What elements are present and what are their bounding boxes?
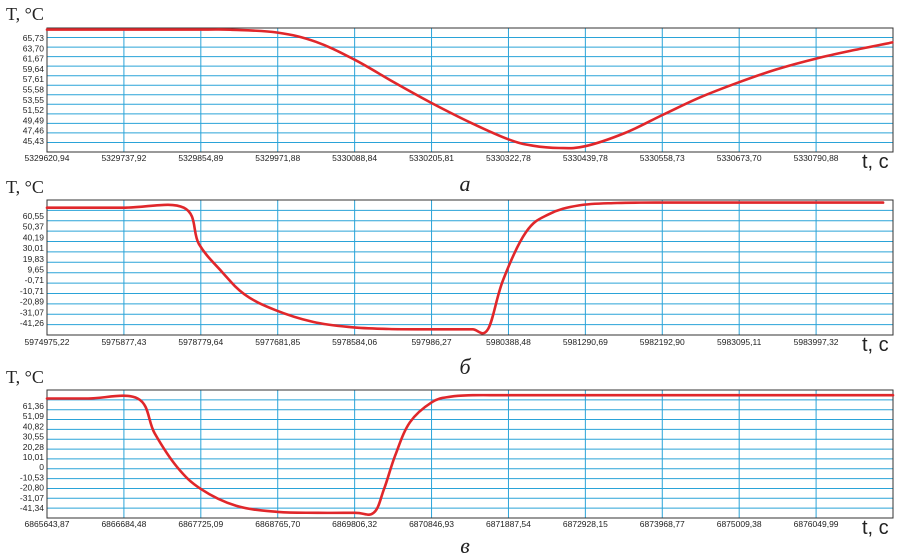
chart-panel-3: 61,3651,0940,8230,5520,2810,010-10,53-20… [6,367,893,557]
x-tick-label: 597986,27 [411,337,451,347]
x-tick-label: 5330088,84 [332,153,377,163]
y-tick-label: 59,64 [23,64,45,74]
y-tick-label: 30,55 [23,432,45,442]
panel-label: в [460,533,470,557]
x-tick-label: 5977681,85 [255,337,300,347]
y-tick-label: 63,70 [23,43,45,53]
x-tick-label: 5329737,92 [101,153,146,163]
x-tick-label: 5330790,88 [794,153,839,163]
y-tick-label: -31,07 [20,493,44,503]
y-tick-label: -20,89 [20,297,44,307]
y-tick-label: -0,71 [25,275,45,285]
chart-panel-2: 60,5550,3740,1930,0119,839,65-0,71-10,71… [6,177,893,379]
x-tick-label: 5330322,78 [486,153,531,163]
x-tick-label: 6868765,70 [255,519,300,529]
y-tick-label: 61,67 [23,54,45,64]
x-tick-label: 6869806,32 [332,519,377,529]
x-tick-label: 5978584,06 [332,337,377,347]
x-tick-label: 5329854,89 [178,153,223,163]
x-tick-label: 5975877,43 [101,337,146,347]
y-tick-label: 45,43 [23,136,45,146]
y-tick-label: 50,37 [23,222,45,232]
y-tick-label: 65,73 [23,33,45,43]
x-tick-label: 6872928,15 [563,519,608,529]
y-tick-label: -31,07 [20,307,44,317]
y-tick-label: 61,36 [23,401,45,411]
panel-label: а [460,171,471,196]
y-tick-label: 0 [39,462,44,472]
x-tick-label: 5329971,88 [255,153,300,163]
y-tick-label: 53,55 [23,95,45,105]
x-tick-label: 5983997,32 [794,337,839,347]
x-tick-label: 6875009,38 [717,519,762,529]
x-tick-label: 6867725,09 [178,519,223,529]
y-axis-label: T, °C [6,367,44,387]
y-tick-label: -41,26 [20,318,44,328]
y-tick-label: -10,71 [20,286,44,296]
panel-label: б [459,354,471,379]
x-tick-label: 6876049,99 [794,519,839,529]
x-tick-label: 6866684,48 [101,519,146,529]
y-tick-label: 51,52 [23,105,45,115]
y-tick-label: 9,65 [27,265,44,275]
x-tick-label: 5330205,81 [409,153,454,163]
x-axis-label: t, с [862,334,889,356]
y-tick-label: 60,55 [23,211,45,221]
x-tick-label: 5330439,78 [563,153,608,163]
y-tick-label: -10,53 [20,472,44,482]
chart-panel-1: 65,7363,7061,6759,6457,6155,5853,5551,52… [6,4,893,196]
x-axis-label: t, с [862,151,889,173]
x-tick-label: 6873968,77 [640,519,685,529]
y-tick-label: -20,80 [20,483,44,493]
x-tick-label: 5974975,22 [25,337,70,347]
series-line [47,203,883,334]
x-tick-label: 5978779,64 [178,337,223,347]
x-axis-label: t, с [862,517,889,539]
y-tick-label: 49,49 [23,115,45,125]
x-tick-label: 6865643,87 [25,519,70,529]
x-tick-label: 5330673,70 [717,153,762,163]
plot-frame [47,200,893,335]
y-tick-label: 30,01 [23,243,45,253]
y-tick-label: 51,09 [23,411,45,421]
y-tick-label: 40,82 [23,421,45,431]
y-tick-label: -41,34 [20,503,44,513]
x-tick-label: 5330558,73 [640,153,685,163]
y-tick-label: 47,46 [23,126,45,136]
y-tick-label: 55,58 [23,85,45,95]
x-tick-label: 5981290,69 [563,337,608,347]
x-tick-label: 5980388,48 [486,337,531,347]
y-tick-label: 10,01 [23,452,45,462]
y-axis-label: T, °C [6,4,44,24]
x-tick-label: 6871887,54 [486,519,531,529]
y-tick-label: 40,19 [23,232,45,242]
y-tick-label: 20,28 [23,442,45,452]
x-tick-label: 5329620,94 [25,153,70,163]
x-tick-label: 5982192,90 [640,337,685,347]
x-tick-label: 6870846,93 [409,519,454,529]
y-tick-label: 19,83 [23,254,45,264]
y-tick-label: 57,61 [23,74,45,84]
series-line [47,395,893,515]
y-axis-label: T, °C [6,177,44,197]
x-tick-label: 5983095,11 [717,337,762,347]
